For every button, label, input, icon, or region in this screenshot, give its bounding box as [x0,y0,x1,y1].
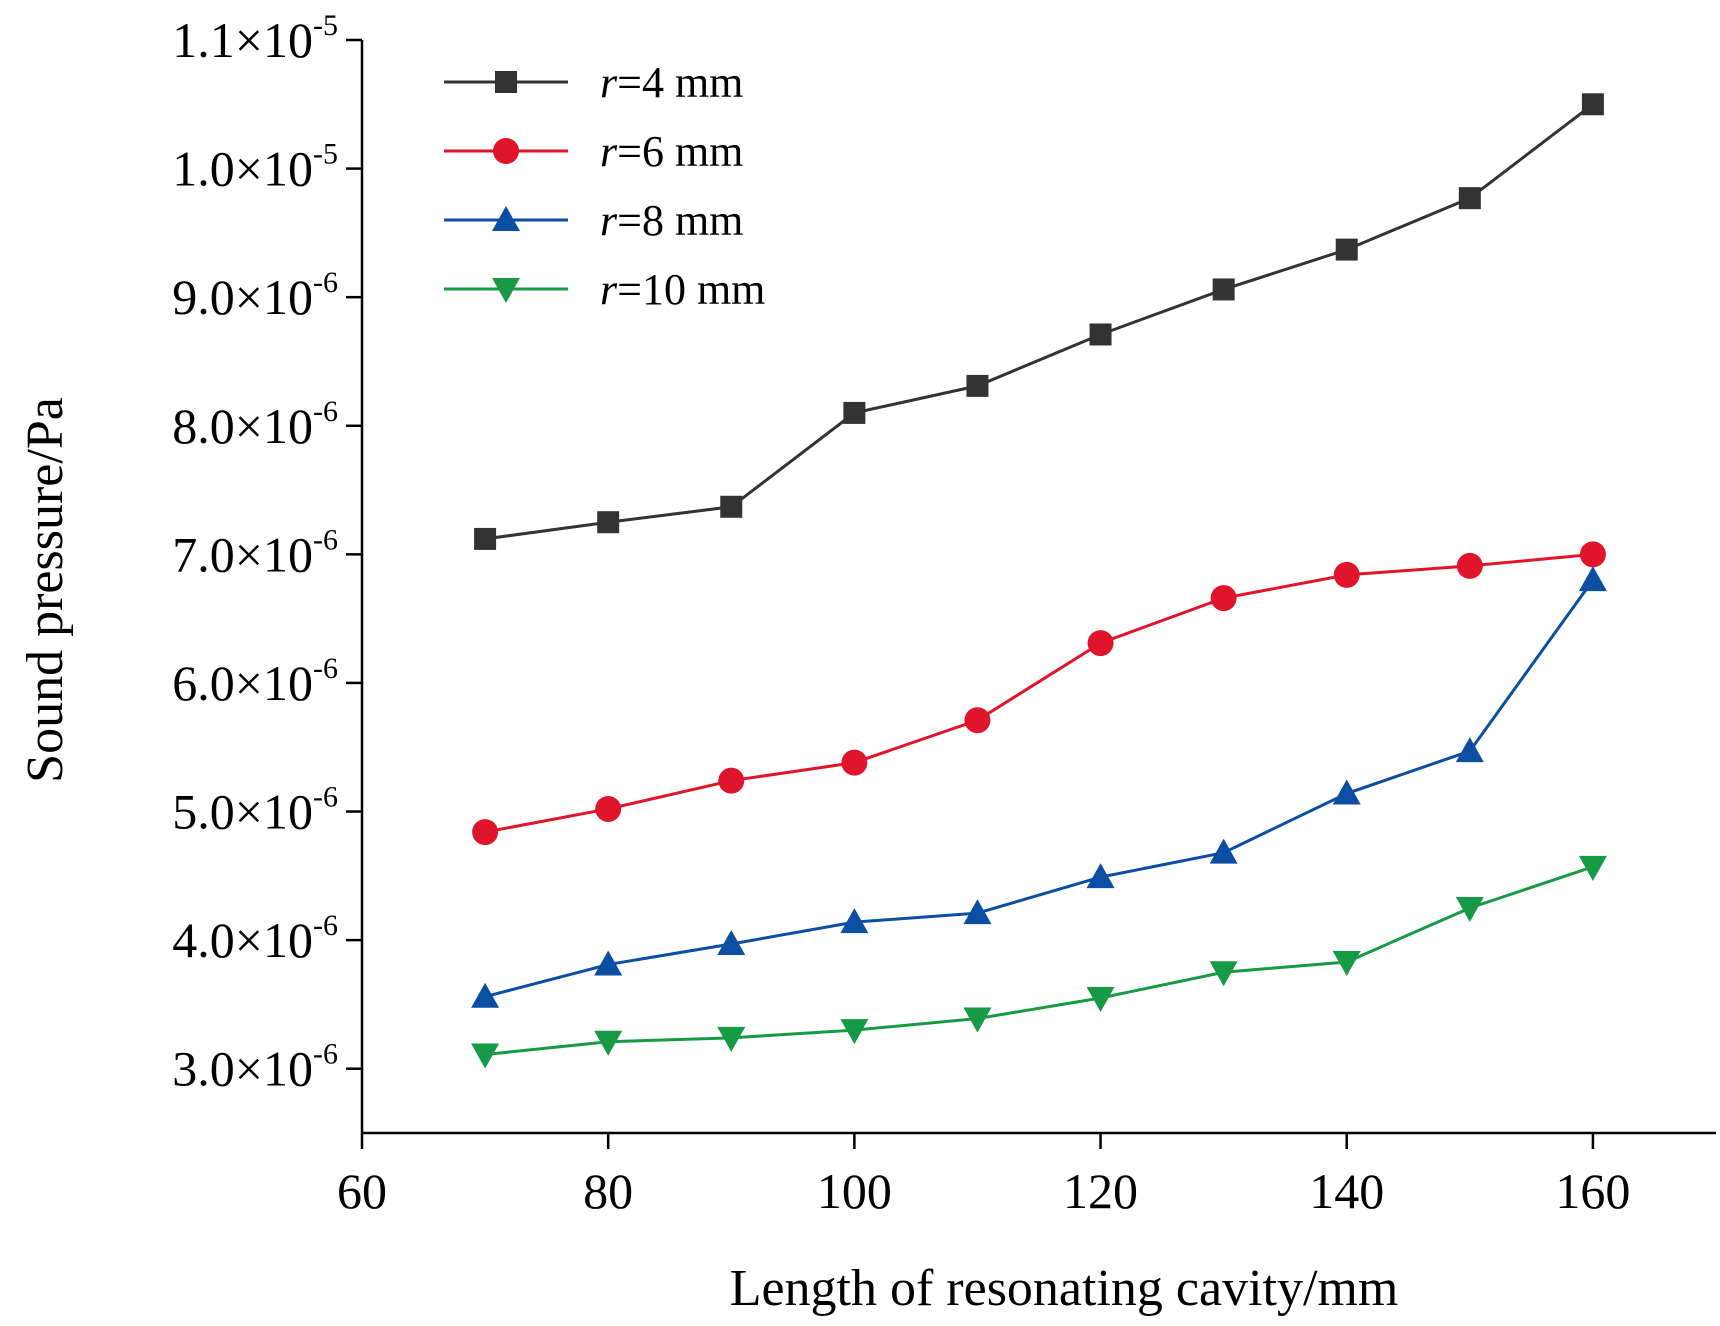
y-tick-label: 5.0×10-6 [172,781,338,840]
legend-entry-4: r=10 mm [444,265,765,314]
legend-marker [492,206,520,231]
data-point [1335,238,1358,261]
x-tick-label: 160 [1555,1163,1630,1219]
data-point [963,899,992,925]
data-point [1212,278,1235,301]
data-point [1209,961,1238,987]
series-line [484,552,1594,834]
legend: r=4 mm r=6 mm r=8 mm r=10 mm [444,58,765,314]
data-point [1333,561,1360,588]
data-point [964,707,991,734]
data-point [1210,585,1237,612]
data-point [471,1043,500,1069]
legend-label: r=6 mm [600,127,743,176]
data-point [843,401,866,424]
series-1 [474,93,1604,550]
data-point [1456,552,1483,579]
data-point [1332,779,1361,805]
data-point [474,527,497,550]
x-tick-label: 80 [583,1163,633,1219]
y-tick-label: 1.1×10-5 [172,9,338,68]
legend-marker [495,71,517,93]
y-tick-label: 8.0×10-6 [172,395,338,454]
data-point [720,495,743,518]
y-tick-label: 4.0×10-6 [172,909,338,968]
series-line [484,103,1594,541]
legend-label: r=10 mm [600,265,765,314]
y-tick-label: 9.0×10-6 [172,266,338,325]
legend-entry-2: r=6 mm [444,127,743,176]
series-2 [472,541,1606,846]
data-point [1455,737,1484,763]
legend-entry-3: r=8 mm [444,196,743,245]
data-point [717,1026,746,1052]
data-point [1089,323,1112,346]
data-point [1332,950,1361,976]
data-point [1455,896,1484,922]
legend-marker [492,278,520,303]
data-point [717,929,746,955]
series-line [484,579,1595,999]
legend-label: r=8 mm [600,196,743,245]
data-point [963,1007,992,1033]
data-point [594,1030,623,1056]
data-point [840,908,869,934]
data-point [472,819,499,846]
data-point [1209,838,1238,864]
data-point [1578,855,1607,881]
series-4 [471,855,1607,1069]
data-point [1086,863,1115,889]
axes: 60 80 100 120 140 160 3.0×10-6 4.0×10-6 5.0×10-6… [172,9,1716,1219]
data-point [471,982,500,1008]
data-point [966,374,989,397]
y-axis-title: Sound pressure/Pa [17,397,74,783]
y-tick-label: 3.0×10-6 [172,1038,338,1097]
data-point [594,950,623,976]
series-layer [471,93,1607,1069]
data-point [1581,93,1604,116]
x-tick-label: 140 [1309,1163,1384,1219]
x-tick-label: 120 [1063,1163,1138,1219]
y-tick-label: 1.0×10-5 [172,138,338,197]
data-point [718,767,745,794]
data-point [1458,187,1481,210]
data-point [595,795,622,822]
data-point [1086,986,1115,1012]
y-tick-label: 7.0×10-6 [172,523,338,582]
legend-marker [493,138,519,164]
data-point [840,1019,869,1045]
series-3 [471,566,1607,1008]
legend-label: r=4 mm [600,58,743,107]
x-axis-title: Length of resonating cavity/mm [730,1260,1399,1317]
data-point [1087,630,1114,657]
x-tick-label: 60 [337,1163,387,1219]
data-point [841,749,868,776]
data-point [597,511,620,534]
data-point [1578,566,1607,592]
data-point [1579,541,1606,568]
y-tick-label: 6.0×10-6 [172,652,338,711]
x-tick-label: 100 [817,1163,892,1219]
legend-entry-1: r=4 mm [444,58,743,107]
series-line [484,865,1594,1057]
